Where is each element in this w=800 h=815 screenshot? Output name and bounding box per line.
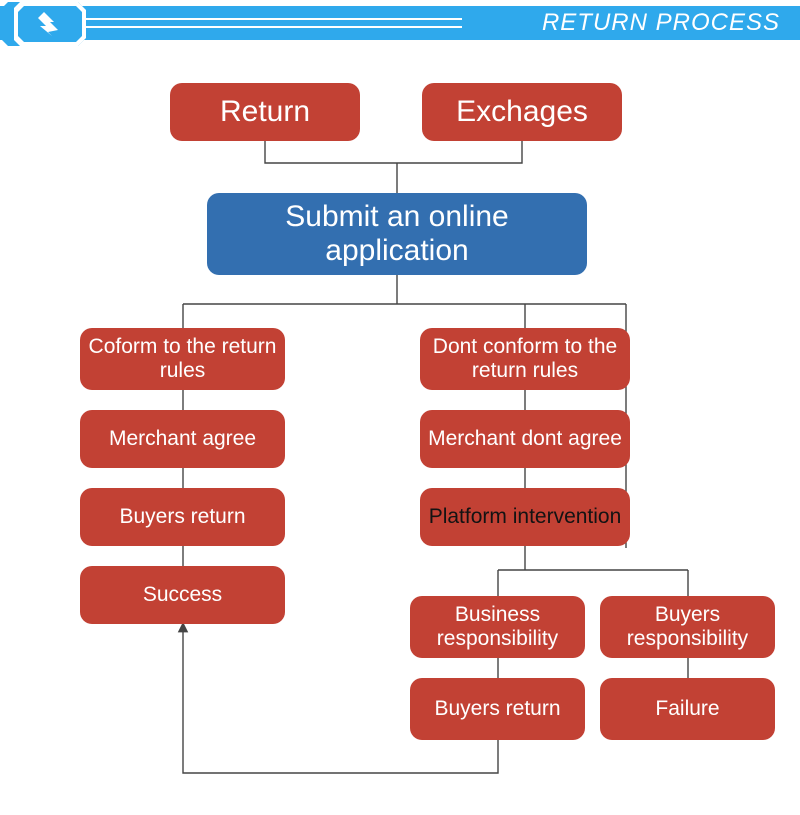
header-rule-bottom — [82, 26, 462, 28]
flowchart-node-success: Success — [80, 566, 285, 624]
flowchart-node-label: Buyers return — [434, 697, 560, 721]
flowchart-node-biz_resp: Business responsibility — [410, 596, 585, 658]
flowchart-node-label: Business responsibility — [418, 603, 577, 651]
flowchart-node-m_disagree: Merchant dont agree — [420, 410, 630, 468]
header-title: RETURN PROCESS — [542, 6, 780, 40]
header-bar: RETURN PROCESS — [0, 0, 800, 48]
flowchart-node-nonconform: Dont conform to the return rules — [420, 328, 630, 390]
flowchart-node-label: Submit an online application — [215, 200, 579, 269]
flowchart-node-submit: Submit an online application — [207, 193, 587, 275]
flowchart-node-label: Exchages — [456, 95, 588, 130]
flowchart-node-conform: Coform to the return rules — [80, 328, 285, 390]
flowchart-canvas: Return Exchages Submit an online applicati… — [0, 48, 800, 808]
flowchart-node-label: Return — [220, 95, 310, 130]
flowchart-node-label: Coform to the return rules — [88, 335, 277, 383]
flowchart-edge — [265, 141, 522, 163]
flowchart-node-exchanges: Exchages — [422, 83, 622, 141]
flowchart-node-label: Success — [143, 583, 222, 607]
flowchart-node-label: Failure — [655, 697, 719, 721]
header-rule-top — [82, 18, 462, 20]
header-ornament-icon — [0, 0, 90, 48]
flowchart-node-label: Merchant agree — [109, 427, 256, 451]
flowchart-node-return: Return — [170, 83, 360, 141]
flowchart-node-m_agree: Merchant agree — [80, 410, 285, 468]
flowchart-node-b_return_r: Buyers return — [410, 678, 585, 740]
flowchart-node-label: Buyers return — [119, 505, 245, 529]
flowchart-node-failure: Failure — [600, 678, 775, 740]
flowchart-node-b_return_l: Buyers return — [80, 488, 285, 546]
flowchart-node-label: Buyers responsibility — [608, 603, 767, 651]
flowchart-node-label: Dont conform to the return rules — [428, 335, 622, 383]
flowchart-node-buy_resp: Buyers responsibility — [600, 596, 775, 658]
flowchart-node-platform: Platform intervention — [420, 488, 630, 546]
flowchart-node-label: Merchant dont agree — [428, 427, 622, 451]
header-bar-bg: RETURN PROCESS — [0, 6, 800, 40]
flowchart-node-label: Platform intervention — [429, 505, 622, 529]
